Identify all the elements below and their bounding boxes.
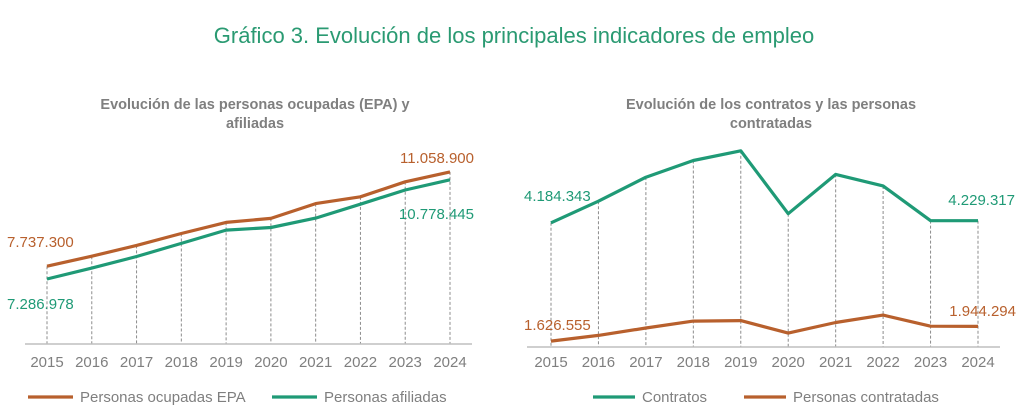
data-label-first: 1.626.555 [524, 317, 591, 334]
data-label-last: 11.058.900 [400, 150, 474, 167]
chart-title-line1: Evolución de las personas ocupadas (EPA)… [100, 97, 409, 113]
series-line-personas-afiliadas [46, 178, 451, 281]
chart-ocupadas-afiliadas: Evolución de las personas ocupadas (EPA)… [7, 97, 474, 406]
chart-contratos: Evolución de los contratos y las persona… [524, 97, 1016, 406]
chart-title-line2: afiliadas [226, 116, 284, 132]
x-tick-label: 2021 [299, 354, 332, 371]
x-tick-label: 2015 [30, 354, 63, 371]
x-tick-label: 2015 [534, 354, 567, 371]
x-tick-label: 2024 [433, 354, 466, 371]
legend-label: Personas ocupadas EPA [80, 389, 246, 406]
chart-title-line1: Evolución de los contratos y las persona… [626, 97, 916, 113]
x-tick-label: 2017 [629, 354, 662, 371]
data-label-first: 7.286.978 [7, 296, 74, 313]
x-tick-label: 2023 [914, 354, 947, 371]
x-tick-label: 2022 [866, 354, 899, 371]
x-tick-label: 2016 [582, 354, 615, 371]
data-label-last: 1.944.294 [949, 303, 1016, 320]
data-label-first: 7.737.300 [7, 234, 74, 251]
x-tick-label: 2018 [677, 354, 710, 371]
data-label-last: 4.229.317 [948, 192, 1015, 209]
series-line-personas-contratadas [550, 313, 979, 343]
x-tick-label: 2019 [724, 354, 757, 371]
figure-title: Gráfico 3. Evolución de los principales … [214, 23, 814, 48]
x-tick-label: 2021 [819, 354, 852, 371]
x-tick-label: 2019 [209, 354, 242, 371]
x-tick-label: 2017 [120, 354, 153, 371]
x-tick-label: 2020 [772, 354, 805, 371]
x-tick-label: 2022 [344, 354, 377, 371]
legend-label: Personas contratadas [793, 389, 939, 406]
legend-label: Contratos [642, 389, 707, 406]
data-label-last: 10.778.445 [399, 206, 474, 223]
series-line-contratos [550, 149, 978, 225]
x-tick-label: 2024 [961, 354, 994, 371]
series-line-personas-ocupadas-epa [46, 170, 451, 268]
x-tick-label: 2018 [165, 354, 198, 371]
x-tick-label: 2016 [75, 354, 108, 371]
x-tick-label: 2023 [389, 354, 422, 371]
data-label-first: 4.184.343 [524, 188, 591, 205]
legend-label: Personas afiliadas [324, 389, 447, 406]
x-tick-label: 2020 [254, 354, 287, 371]
chart-title-line2: contratadas [730, 116, 812, 132]
